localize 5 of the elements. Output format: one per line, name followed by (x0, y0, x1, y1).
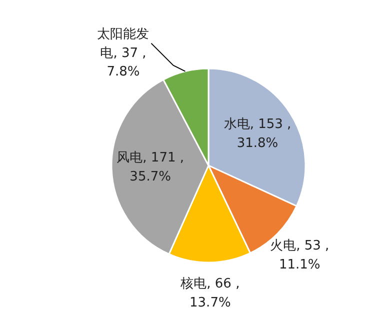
slice-label: 火电, 53 , 11.1% (270, 238, 330, 272)
slice-label: 核电, 66 , 13.7% (180, 276, 240, 310)
slice-label: 太阳能发电, 37 , 7.8% (97, 27, 150, 80)
slice-label: 水电, 153 , 31.8% (224, 117, 292, 151)
slice-label: 风电, 171 , 35.7% (116, 150, 184, 184)
